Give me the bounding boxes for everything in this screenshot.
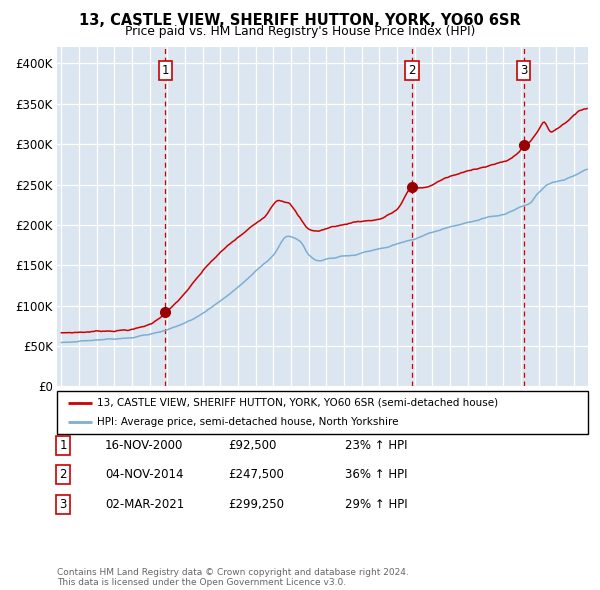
Text: Contains HM Land Registry data © Crown copyright and database right 2024.
This d: Contains HM Land Registry data © Crown c… [57,568,409,587]
Text: 29% ↑ HPI: 29% ↑ HPI [345,498,407,511]
Text: £247,500: £247,500 [228,468,284,481]
Text: 1: 1 [161,64,169,77]
Text: 16-NOV-2000: 16-NOV-2000 [105,439,184,452]
Text: 1: 1 [59,439,67,452]
Text: 36% ↑ HPI: 36% ↑ HPI [345,468,407,481]
Text: 2: 2 [59,468,67,481]
Text: £92,500: £92,500 [228,439,277,452]
Text: 04-NOV-2014: 04-NOV-2014 [105,468,184,481]
Text: 23% ↑ HPI: 23% ↑ HPI [345,439,407,452]
Text: 13, CASTLE VIEW, SHERIFF HUTTON, YORK, YO60 6SR (semi-detached house): 13, CASTLE VIEW, SHERIFF HUTTON, YORK, Y… [97,398,498,408]
Text: £299,250: £299,250 [228,498,284,511]
Text: HPI: Average price, semi-detached house, North Yorkshire: HPI: Average price, semi-detached house,… [97,417,398,427]
Text: Price paid vs. HM Land Registry's House Price Index (HPI): Price paid vs. HM Land Registry's House … [125,25,475,38]
Text: 3: 3 [59,498,67,511]
Text: 3: 3 [520,64,527,77]
Text: 2: 2 [408,64,416,77]
Text: 02-MAR-2021: 02-MAR-2021 [105,498,184,511]
Text: 13, CASTLE VIEW, SHERIFF HUTTON, YORK, YO60 6SR: 13, CASTLE VIEW, SHERIFF HUTTON, YORK, Y… [79,13,521,28]
